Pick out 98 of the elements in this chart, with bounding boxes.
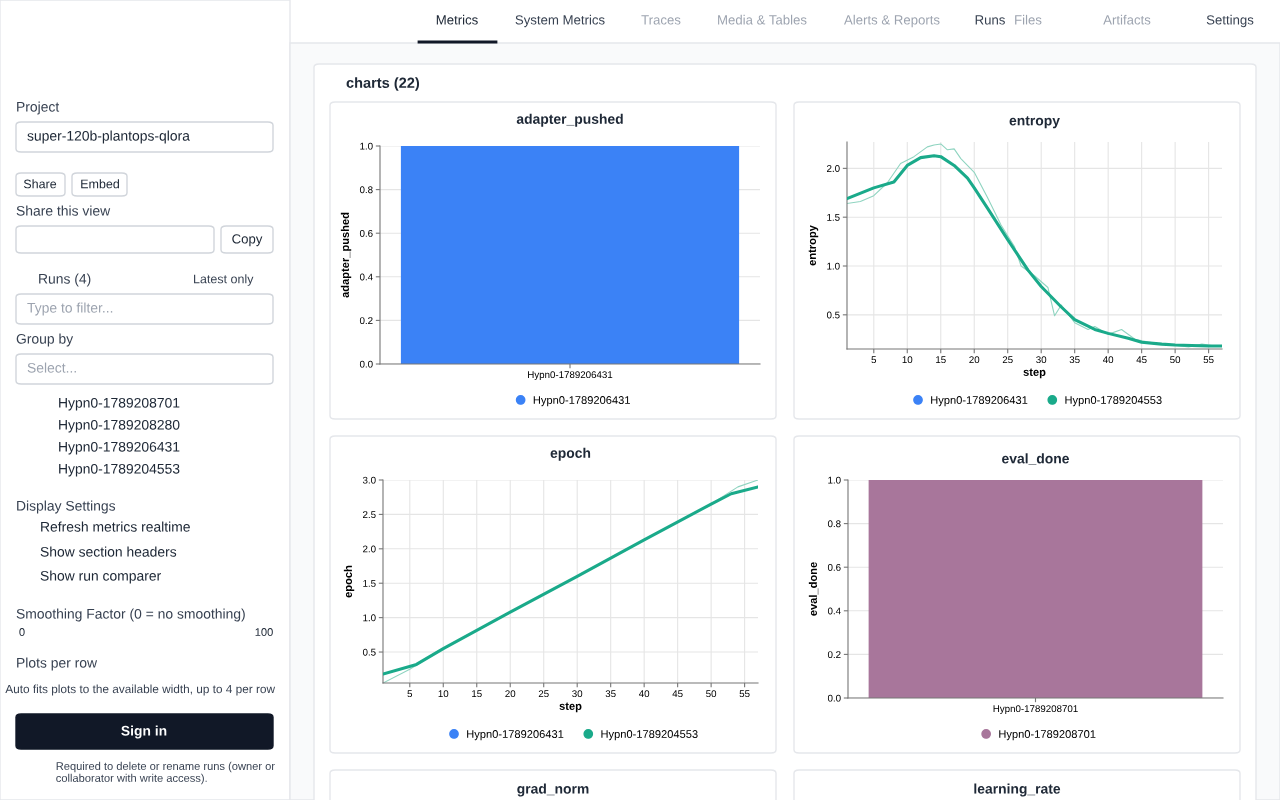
- text: Copy: [232, 234, 263, 247]
- x-tick-label: 55: [1203, 356, 1214, 364]
- x-axis-title: step: [559, 702, 582, 713]
- text: charts (22): [346, 77, 420, 91]
- chart-title: epoch: [550, 447, 591, 461]
- text: Latest only: [194, 274, 254, 286]
- text: Project: [17, 101, 60, 115]
- y-tick-label: 2.0: [363, 545, 376, 553]
- text: Metrics: [436, 14, 478, 25]
- text: Required to delete or rename runs (owner or collaborator with write access).: [56, 761, 275, 785]
- text: learning_rate: [974, 783, 1061, 797]
- text: Runs (4): [39, 273, 91, 287]
- x-tick-label: 35: [605, 690, 616, 698]
- text: Alerts & Reports: [844, 14, 940, 28]
- text: Files: [1015, 14, 1042, 25]
- text: System Metrics: [515, 14, 605, 28]
- x-tick-label: 50: [706, 690, 717, 698]
- y-tick-label: 2.5: [363, 511, 376, 519]
- text: Group by: [16, 333, 74, 347]
- text: Media & Tables: [718, 14, 807, 25]
- x-tick-label: 10: [902, 356, 913, 364]
- text: Auto fits plots to the available width, up to 4 per row: [5, 684, 276, 696]
- y-tick-label: 0.8: [827, 520, 841, 528]
- text: Embed: [81, 179, 119, 189]
- y-tick-label: 1.5: [363, 580, 376, 587]
- text: grad_norm: [517, 783, 589, 797]
- y-tick-label: 3.0: [362, 476, 376, 484]
- text: Smoothing Factor (0 = no smoothing): [16, 608, 245, 622]
- text: Sign in: [121, 725, 167, 739]
- x-tick-label: 40: [638, 690, 650, 698]
- text: Runs: [975, 15, 1005, 25]
- y-tick-label: 0.5: [826, 311, 840, 319]
- x-tick-label: 35: [1069, 356, 1080, 364]
- text: Refresh metrics realtime: [41, 521, 190, 532]
- legend-label: Hypn0-1789206431: [467, 730, 564, 741]
- y-axis-title: eval_done: [808, 562, 819, 616]
- text: Hypn0-1789208701: [59, 397, 180, 411]
- y-tick-label: 0.6: [359, 229, 373, 237]
- text: Select...: [27, 362, 76, 373]
- y-tick-label: 0.4: [827, 607, 841, 615]
- x-tick-label: 5: [407, 690, 413, 698]
- chart-title: eval_done: [1002, 453, 1069, 466]
- x-tick-label: 50: [1170, 356, 1181, 364]
- text: Type to filter...: [27, 302, 113, 316]
- y-tick-label: 1.5: [827, 214, 840, 221]
- text: Artifacts: [1103, 14, 1151, 25]
- legend-label: Hypn0-1789204553: [1065, 396, 1162, 407]
- chart-title: adapter_pushed: [516, 113, 623, 127]
- x-tick-label: 45: [672, 690, 683, 698]
- y-tick-label: 0.0: [827, 694, 841, 702]
- x-tick-label: 15: [472, 690, 482, 698]
- text: Share: [23, 179, 57, 189]
- text: Hypn0-1789206431: [59, 441, 180, 455]
- text: Share this view: [16, 205, 111, 216]
- legend-label: Hypn0-1789204553: [601, 730, 698, 741]
- x-tick-label: 25: [538, 690, 549, 698]
- text: 100: [255, 628, 273, 636]
- text: Hypn0-1789204553: [59, 463, 180, 477]
- text: Traces: [641, 15, 681, 25]
- y-tick-label: 0.8: [359, 186, 373, 194]
- x-axis-title: step: [1023, 368, 1046, 379]
- y-tick-label: 1.0: [828, 476, 841, 484]
- y-tick-label: 0.2: [359, 317, 373, 325]
- text: Hypn0-1789208280: [59, 419, 180, 433]
- text: Show section headers: [40, 546, 177, 557]
- chart-title: entropy: [1009, 116, 1060, 129]
- x-tick-label: 10: [438, 690, 449, 698]
- x-tick-label: 20: [505, 690, 516, 698]
- y-tick-label: 0.6: [827, 563, 841, 571]
- legend-label: Hypn0-1789208701: [999, 730, 1096, 741]
- x-tick-label: 40: [1102, 356, 1114, 364]
- x-tick-label: 30: [572, 690, 583, 698]
- y-tick-label: 0.5: [362, 648, 376, 656]
- text: super-120b-plantops-qlora: [27, 130, 190, 144]
- x-tick-label: 20: [969, 356, 980, 364]
- y-tick-label: 1.0: [363, 614, 376, 622]
- text: Show run comparer: [40, 570, 161, 584]
- y-tick-label: 2.0: [827, 165, 840, 172]
- x-tick-label: 30: [1036, 356, 1047, 364]
- x-tick-label: 5: [871, 356, 877, 364]
- text: Display Settings: [17, 500, 116, 514]
- y-tick-label: 0.2: [827, 651, 841, 659]
- x-tick-label: 15: [936, 356, 946, 364]
- text: Plots per row: [17, 657, 98, 671]
- text: 0: [19, 628, 25, 636]
- y-tick-label: 1.0: [360, 142, 373, 150]
- y-tick-label: 1.0: [827, 262, 840, 270]
- legend-label: Hypn0-1789206431: [931, 396, 1028, 407]
- x-tick-label: 55: [739, 690, 750, 698]
- y-axis-title: epoch: [343, 565, 355, 598]
- y-axis-title: entropy: [808, 225, 819, 266]
- legend-label: Hypn0-1789206431: [533, 396, 630, 407]
- y-tick-label: 0.4: [359, 273, 373, 281]
- x-tick-label: 25: [1002, 356, 1013, 364]
- y-axis-title: adapter_pushed: [340, 212, 352, 298]
- y-tick-label: 0.0: [359, 360, 373, 368]
- text: Settings: [1206, 14, 1254, 28]
- x-tick-label: 45: [1136, 356, 1147, 364]
